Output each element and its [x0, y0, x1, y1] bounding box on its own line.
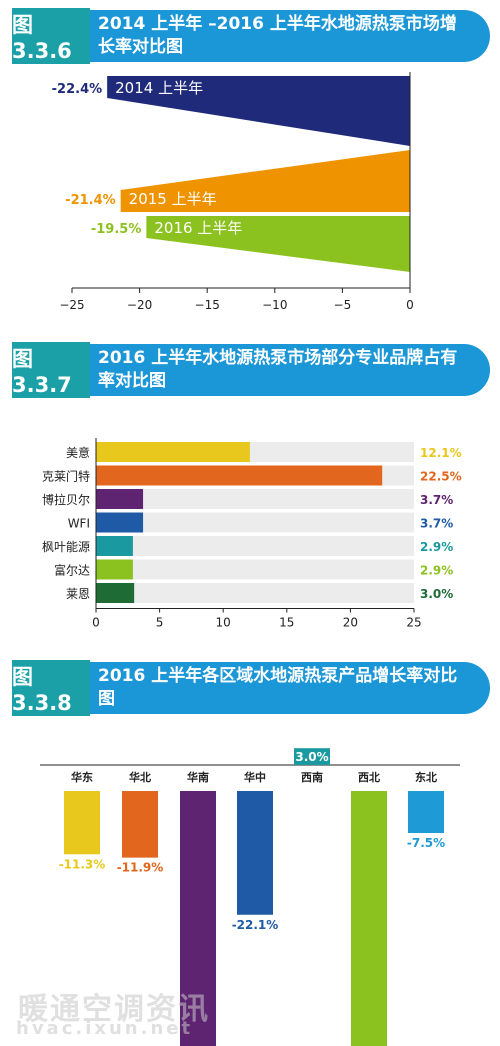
figure2-bar-0: [96, 442, 250, 462]
figure1-value-label-2: -19.5%: [91, 222, 142, 237]
figure2-track-5: [96, 559, 414, 580]
figure2-tick-label-5: 25: [406, 616, 421, 630]
figure2-category-label-1: 克莱门特: [42, 469, 90, 484]
figure1-title: 2014 上半年 –2016 上半年水地源热泵市场增长率对比图: [98, 14, 457, 57]
figure1-category-label-0: 2014 上半年: [115, 79, 203, 97]
figure1-bar-1: [120, 150, 410, 212]
figure3-bar-0: [64, 791, 100, 855]
figure3-value-label-6: -7.5%: [407, 836, 445, 850]
figure2-track-3: [96, 512, 414, 533]
figure2-bar-4: [96, 536, 133, 556]
figure1-tag: 图3.3.6: [12, 8, 90, 64]
figure1-value-label-0: -22.4%: [52, 82, 103, 97]
figure3-value-label-0: -11.3%: [59, 857, 106, 871]
figure2-value-label-6: 3.0%: [420, 587, 453, 601]
figure2-tick-label-2: 10: [216, 616, 231, 630]
figure1-category-label-1: 2015 上半年: [129, 190, 217, 208]
figure2-bar-6: [96, 583, 135, 603]
figure1-title-bar: 2014 上半年 –2016 上半年水地源热泵市场增长率对比图: [90, 10, 490, 62]
figure2-category-label-5: 富尔达: [54, 563, 90, 578]
figure1-bar-0: [107, 76, 410, 146]
figure2-bar-2: [96, 489, 144, 509]
figure1-tick-label-5: 0: [406, 298, 414, 312]
figure3-bar-2: [180, 791, 216, 1046]
figure2-value-label-4: 2.9%: [420, 540, 453, 554]
figure3-value-label-4: 3.0%: [295, 750, 328, 764]
watermark-text: 暖通空调资讯: [18, 992, 210, 1027]
figure3-category-label-3: 华中: [244, 770, 266, 784]
watermark-url: hvac.ixun.net: [16, 1018, 194, 1039]
figure2-track-6: [96, 583, 414, 603]
figure2-title-bar: 2016 上半年水地源热泵市场部分专业品牌占有率对比图: [90, 344, 490, 396]
figure2-value-label-5: 2.9%: [420, 564, 453, 578]
figure3-bar-5: [351, 791, 387, 1046]
figure3-title: 2016 上半年各区域水地源热泵产品增长率对比图: [98, 666, 458, 709]
figure2-bar-1: [96, 465, 383, 486]
figure2-value-label-3: 3.7%: [420, 517, 453, 531]
figure3-value-label-3: -22.1%: [232, 918, 279, 932]
figure2-tick-label-1: 5: [156, 616, 164, 630]
figure3-category-label-6: 东北: [415, 770, 437, 784]
figure1-chart: 2014 上半年 -22.4% 2015 上半年 -21.4% 2016 上半年 -19.…: [52, 72, 414, 312]
figure1-tick-label-0: −25: [59, 298, 84, 312]
figure1-tick-label-3: −10: [262, 298, 287, 312]
figure1-tick-label-1: −20: [127, 298, 152, 312]
figure2-title: 2016 上半年水地源热泵市场部分专业品牌占有率对比图: [98, 348, 458, 391]
figure3-bar-1: [122, 791, 158, 858]
figure2-chart: 美意 12.1% 克莱门特 22.5% 博拉贝尔 3.7% WFI 3.7% 枫叶能源 2.9% 富…: [42, 438, 462, 630]
figure2-category-label-2: 博拉贝尔: [42, 492, 90, 507]
figure2-category-label-6: 莱恩: [66, 587, 90, 601]
figure2-value-label-0: 12.1%: [420, 446, 462, 460]
figure2-value-label-2: 3.7%: [420, 493, 453, 507]
figure2-tick-label-0: 0: [92, 616, 100, 630]
figure2-tag: 图3.3.7: [12, 342, 90, 398]
figure1-bar-2: [146, 216, 411, 272]
figure2-header: 图3.3.7 2016 上半年水地源热泵市场部分专业品牌占有率对比图: [0, 342, 500, 398]
figure2-bar-5: [96, 559, 133, 580]
figure2-track-2: [96, 489, 414, 509]
figure2-tick-label-4: 20: [343, 616, 358, 630]
figure3-bar-4: [294, 748, 330, 765]
figure3-header: 图3.3.8 2016 上半年各区域水地源热泵产品增长率对比图: [0, 660, 500, 716]
figure3-category-label-1: 华北: [129, 770, 151, 784]
figure2-track-4: [96, 536, 414, 556]
figure1-tick-label-2: −15: [195, 298, 220, 312]
figure3-category-label-4: 西南: [301, 770, 323, 784]
figure2-bar-3: [96, 512, 144, 533]
figure3-bar-6: [408, 791, 444, 833]
figure1-header: 图3.3.6 2014 上半年 –2016 上半年水地源热泵市场增长率对比图: [0, 8, 500, 64]
figure3-category-label-5: 西北: [358, 770, 380, 784]
figure2-category-label-0: 美意: [66, 445, 90, 460]
figure1-category-label-2: 2016 上半年: [154, 219, 242, 237]
figure3-category-label-2: 华南: [187, 770, 209, 784]
figure3-value-label-1: -11.9%: [117, 861, 164, 875]
figure2-value-label-1: 22.5%: [420, 470, 462, 484]
figure3-bar-3: [237, 791, 273, 915]
figure3-chart: 华东-11.3%华北-11.9%华南-51.3%华中-22.1%3.0%西南西北…: [40, 748, 460, 1046]
figure3-tag: 图3.3.8: [12, 660, 90, 716]
figure3-category-label-0: 华东: [71, 770, 93, 784]
figure3-title-bar: 2016 上半年各区域水地源热泵产品增长率对比图: [90, 662, 490, 714]
figure1-tick-label-4: −5: [334, 298, 352, 312]
figure2-tick-label-3: 15: [279, 616, 294, 630]
figure2-category-label-3: WFI: [68, 517, 90, 531]
figure2-category-label-4: 枫叶能源: [42, 539, 90, 554]
figure1-value-label-1: -21.4%: [65, 193, 116, 208]
